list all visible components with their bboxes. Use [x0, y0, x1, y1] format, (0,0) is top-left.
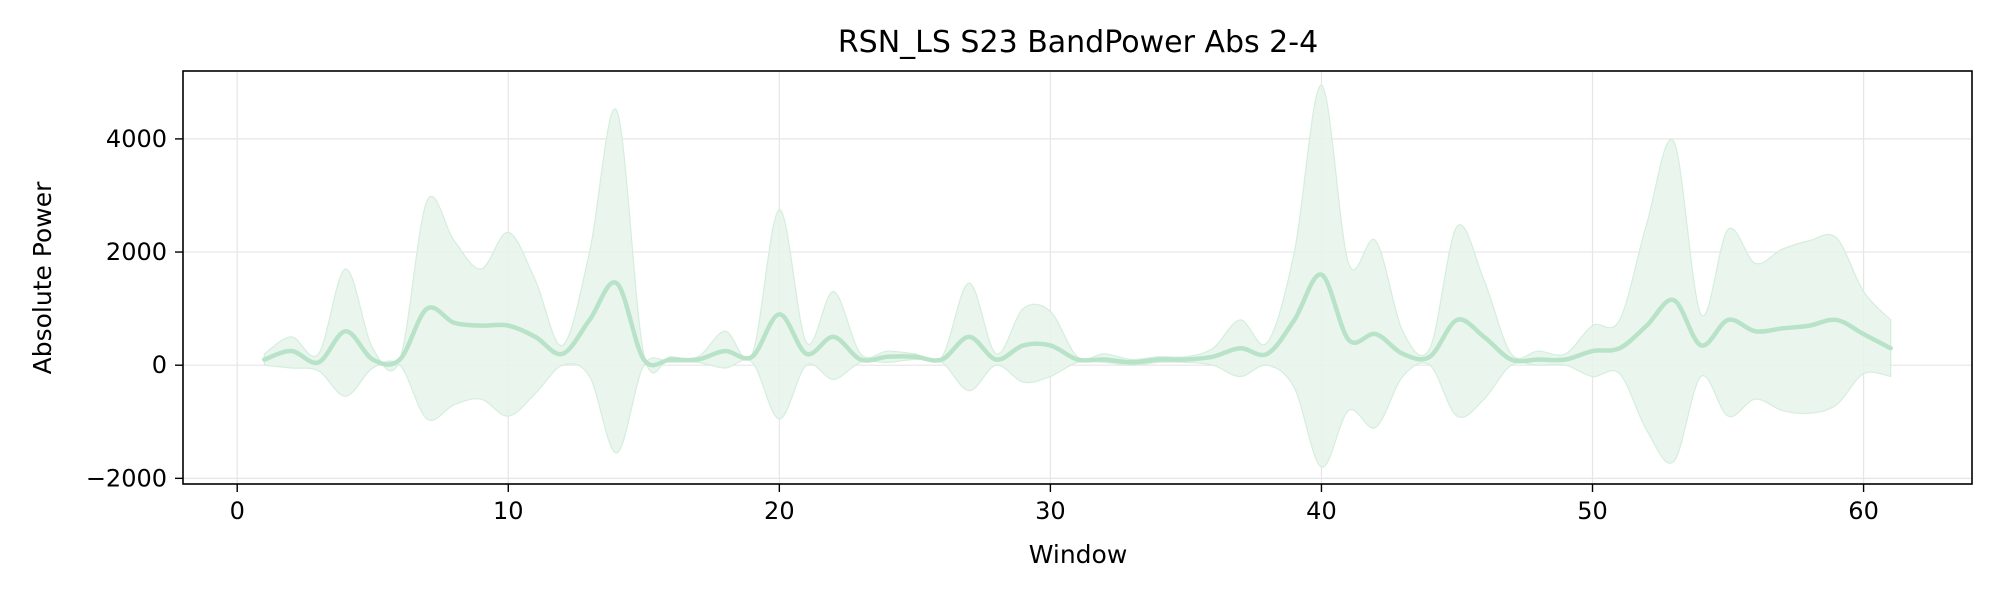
- x-tick-label: 10: [493, 497, 524, 525]
- x-tick-label: 20: [764, 497, 795, 525]
- mean-line: [262, 272, 1893, 368]
- plot-frame: [182, 70, 1973, 485]
- std-band-area: [263, 84, 1892, 468]
- y-tick-label: −2000: [86, 464, 167, 492]
- x-tick-label: 60: [1848, 497, 1879, 525]
- mean-power-line: [262, 272, 1893, 368]
- y-tick-label: 0: [152, 351, 167, 379]
- x-axis-label: Window: [1029, 540, 1128, 569]
- x-tick-label: 30: [1035, 497, 1066, 525]
- chart-title: RSN_LS S23 BandPower Abs 2-4: [838, 25, 1318, 60]
- x-tick-label: 0: [230, 497, 245, 525]
- x-axis-ticks: 0 10 20 30 40 50 60: [230, 484, 1879, 525]
- x-tick-label: 40: [1306, 497, 1337, 525]
- y-axis-ticks: −2000 0 2000 4000: [86, 125, 183, 492]
- axes: [182, 70, 1973, 485]
- x-tick-label: 50: [1577, 497, 1608, 525]
- confidence-band: [263, 84, 1892, 468]
- y-axis-label: Absolute Power: [28, 181, 57, 375]
- y-tick-label: 4000: [106, 125, 167, 153]
- y-tick-label: 2000: [106, 238, 167, 266]
